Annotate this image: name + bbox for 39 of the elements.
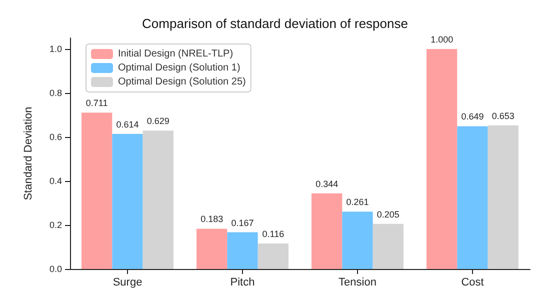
bar	[372, 224, 404, 269]
data-label: 0.649	[461, 112, 484, 122]
legend-label: Optimal Design (Solution 25)	[118, 76, 246, 88]
bar	[112, 134, 143, 269]
y-tick-label: 0.4	[49, 176, 62, 186]
data-label: 0.116	[262, 228, 284, 239]
data-label: 0.183	[200, 214, 224, 224]
bar	[82, 112, 112, 269]
y-tick-label: 0.8	[49, 88, 62, 98]
x-tick-label: Surge	[112, 276, 142, 288]
data-label: 0.261	[346, 197, 369, 208]
data-label: 0.653	[492, 110, 514, 121]
y-tick-label: 0.6	[49, 132, 62, 142]
bar	[342, 212, 373, 269]
bar	[142, 130, 174, 269]
data-label: 0.711	[86, 98, 108, 108]
y-tick-label: 0.0	[49, 264, 62, 274]
data-label: 0.344	[316, 178, 338, 189]
legend-label: Optimal Design (Solution 1)	[118, 62, 240, 74]
bar	[488, 125, 518, 269]
data-label: 1.000	[430, 34, 454, 44]
bar	[312, 193, 342, 269]
bar	[227, 232, 258, 269]
y-tick-label: 0.2	[49, 220, 62, 230]
data-label: 0.629	[146, 116, 170, 126]
chart-title: Comparison of standard deviation of response	[142, 16, 408, 31]
x-tick-label: Pitch	[230, 276, 255, 288]
data-label: 0.167	[231, 218, 254, 228]
bar	[426, 49, 458, 269]
bar	[457, 126, 488, 269]
x-tick-label: Tension	[338, 276, 376, 288]
bar	[258, 243, 288, 269]
bar	[196, 228, 228, 269]
data-label: 0.614	[116, 119, 139, 130]
y-tick-label: 1.0	[49, 44, 62, 54]
y-axis-title: Standard Deviation	[22, 106, 34, 200]
data-label: 0.205	[376, 209, 400, 220]
legend-label: Initial Design (NREL-TLP)	[118, 48, 234, 60]
x-tick-label: Cost	[461, 276, 484, 288]
